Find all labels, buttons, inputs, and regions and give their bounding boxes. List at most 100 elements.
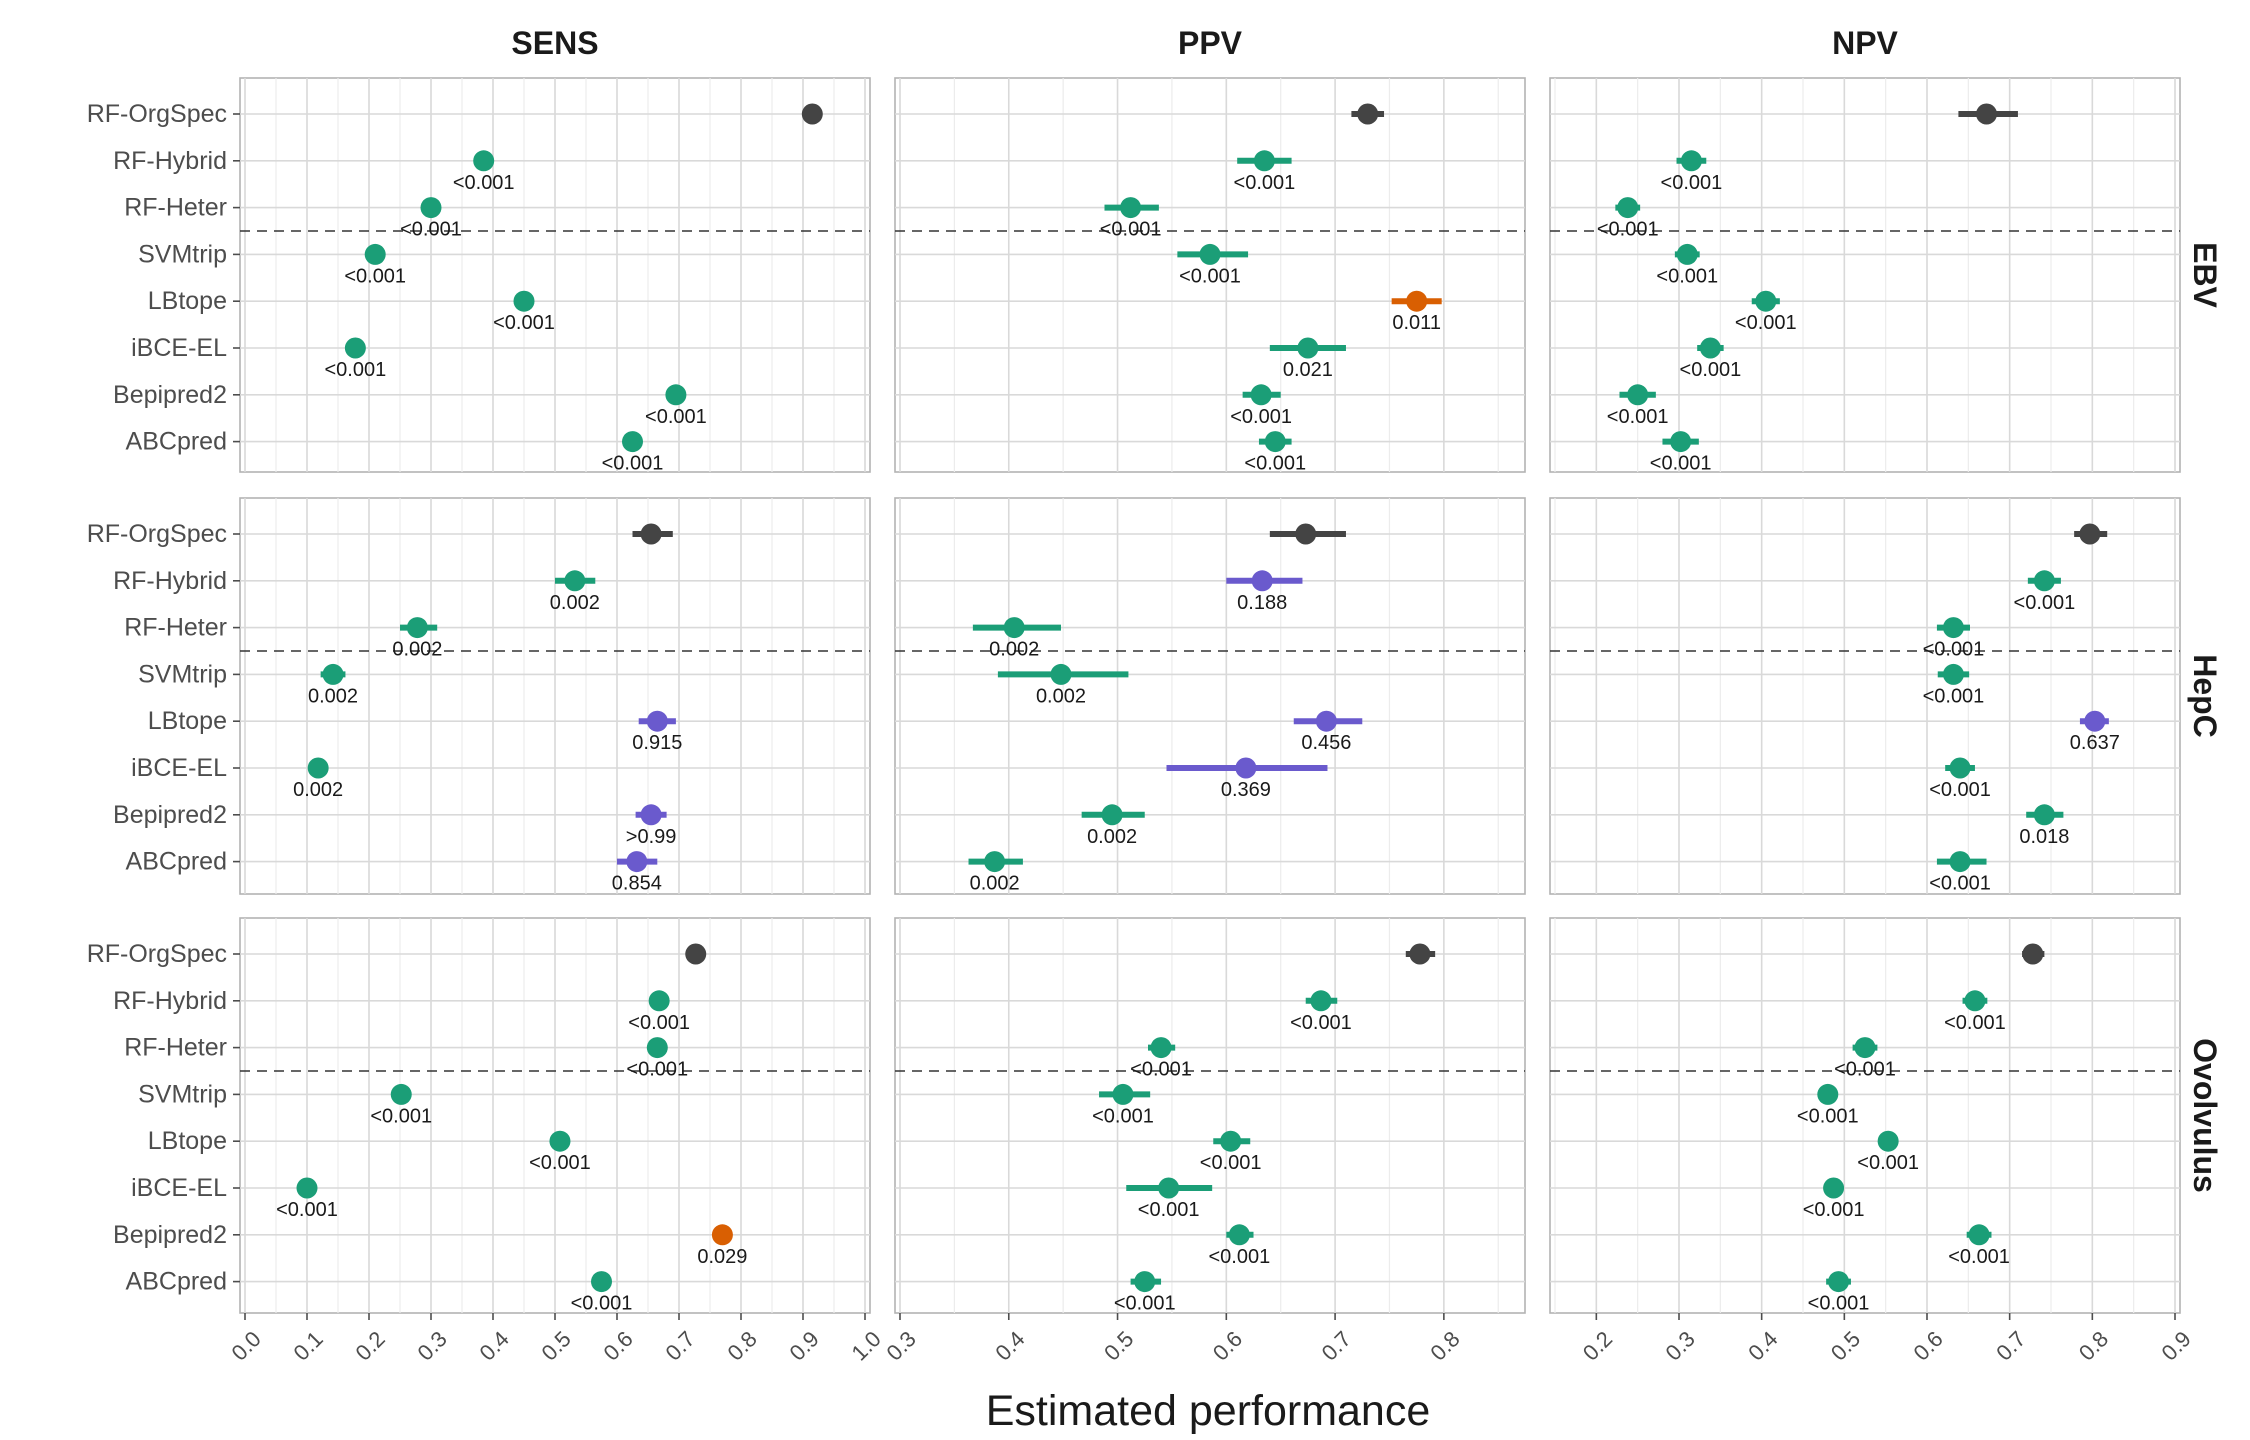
panel-hepc-npv-frame xyxy=(1549,497,2181,895)
panel-ovolvulus-npv-pvalue-bepipred2: <0.001 xyxy=(1948,1246,2010,1268)
panel-ovolvulus-npv-pvalue-abcpred: <0.001 xyxy=(1808,1293,1870,1315)
x-tick-label-sens: 0.7 xyxy=(661,1326,700,1365)
panel-ovolvulus-npv-point-bepipred2 xyxy=(1968,1224,1990,1246)
panel-hepc-ppv-point-svmtrip xyxy=(1050,663,1072,685)
panel-hepc-sens-point-ibce-el xyxy=(307,757,329,779)
x-tick-label-sens: 1.0 xyxy=(847,1326,886,1365)
panel-ebv-npv-point-rf-hybrid xyxy=(1680,150,1702,172)
panel-hepc-npv-pvalue-svmtrip: <0.001 xyxy=(1923,685,1985,707)
panel-ovolvulus-sens-pvalue-abcpred: <0.001 xyxy=(571,1293,633,1315)
panel-hepc-npv-pvalue-ibce-el: <0.001 xyxy=(1929,779,1991,801)
panel-ovolvulus-ppv-point-rf-hybrid xyxy=(1310,990,1332,1012)
x-tick-label-npv: 0.4 xyxy=(1743,1326,1782,1365)
row-strip-hepc: HepC xyxy=(2187,654,2223,738)
panel-hepc-ppv-pvalue-lbtope: 0.456 xyxy=(1301,732,1351,754)
panel-ovolvulus-npv-point-lbtope xyxy=(1877,1130,1899,1152)
panel-ebv-npv-point-bepipred2 xyxy=(1627,384,1649,406)
panel-hepc-ppv-pvalue-rf-hybrid: 0.188 xyxy=(1237,592,1287,614)
panel-ebv-sens-point-abcpred xyxy=(622,431,643,453)
panel-hepc-npv-pvalue-rf-hybrid: <0.001 xyxy=(2014,592,2076,614)
panel-ovolvulus-npv-point-svmtrip xyxy=(1817,1083,1839,1105)
x-tick-label-sens: 0.4 xyxy=(475,1326,514,1365)
panel-hepc-sens-pvalue-svmtrip: 0.002 xyxy=(308,685,358,707)
panel-ovolvulus-sens-point-lbtope xyxy=(549,1130,571,1152)
panel-hepc-sens-point-bepipred2 xyxy=(640,804,662,826)
panel-hepc-ppv-frame xyxy=(894,497,1526,895)
panel-hepc-npv-point-abcpred xyxy=(1949,851,1971,873)
panel-ebv-sens-pvalue-rf-hybrid: <0.001 xyxy=(453,172,515,194)
panel-hepc-sens-point-lbtope xyxy=(646,710,668,732)
row-strip-ebv: EBV xyxy=(2187,242,2223,308)
panel-ebv-ppv-point-rf-heter xyxy=(1120,197,1142,219)
panel-ebv-sens-pvalue-ibce-el: <0.001 xyxy=(324,359,386,381)
panel-ovolvulus-ppv-frame xyxy=(894,917,1526,1314)
panel-ebv-npv-point-svmtrip xyxy=(1676,243,1698,265)
y-label-bepipred2: Bepipred2 xyxy=(113,1221,227,1249)
panel-ovolvulus-npv-point-ibce-el xyxy=(1823,1177,1845,1199)
x-tick-label-sens: 0.6 xyxy=(599,1326,638,1365)
panel-hepc-ppv-point-lbtope xyxy=(1315,710,1337,732)
panel-ovolvulus-ppv-pvalue-rf-hybrid: <0.001 xyxy=(1290,1012,1352,1034)
x-tick-label-npv: 0.3 xyxy=(1661,1326,1700,1365)
panel-ebv-ppv-point-rf-hybrid xyxy=(1253,150,1275,172)
panel-ovolvulus-ppv-point-rf-orgspec xyxy=(1409,943,1431,965)
panel-hepc-npv-pvalue-lbtope: 0.637 xyxy=(2070,732,2120,754)
x-tick-label-npv: 0.5 xyxy=(1826,1326,1865,1365)
x-tick-label-npv: 0.7 xyxy=(1991,1326,2030,1365)
panel-ebv-npv-point-rf-orgspec xyxy=(1976,103,1998,125)
panel-ovolvulus-sens-pvalue-rf-heter: <0.001 xyxy=(626,1059,688,1081)
panel-ovolvulus-ppv-pvalue-lbtope: <0.001 xyxy=(1200,1152,1262,1174)
x-tick-label-ppv: 0.3 xyxy=(882,1326,921,1365)
x-tick-label-sens: 0.5 xyxy=(537,1326,576,1365)
y-label-rf-orgspec: RF-OrgSpec xyxy=(87,940,227,968)
y-label-ibce-el: iBCE-EL xyxy=(131,754,227,782)
panel-ebv-ppv-pvalue-abcpred: <0.001 xyxy=(1244,453,1306,475)
panel-ovolvulus-ppv-point-abcpred xyxy=(1134,1271,1156,1293)
panel-ebv-ppv-pvalue-rf-hybrid: <0.001 xyxy=(1234,172,1296,194)
panel-hepc-sens-point-rf-orgspec xyxy=(640,523,662,545)
panel-ovolvulus-sens-point-abcpred xyxy=(591,1271,612,1293)
y-label-svmtrip: SVMtrip xyxy=(138,1080,227,1108)
y-label-abcpred: ABCpred xyxy=(126,428,227,456)
panel-ovolvulus-ppv-pvalue-rf-heter: <0.001 xyxy=(1130,1059,1192,1081)
panel-ovolvulus-npv-pvalue-svmtrip: <0.001 xyxy=(1797,1105,1859,1127)
panel-ebv-sens-point-rf-hybrid xyxy=(473,150,495,172)
y-label-rf-hybrid: RF-Hybrid xyxy=(113,147,227,175)
y-label-rf-heter: RF-Heter xyxy=(124,614,227,642)
panel-ovolvulus-ppv-pvalue-svmtrip: <0.001 xyxy=(1092,1105,1154,1127)
panel-hepc-npv-pvalue-bepipred2: 0.018 xyxy=(2019,826,2069,848)
panel-ebv-ppv-pvalue-bepipred2: <0.001 xyxy=(1230,406,1292,428)
panel-ovolvulus-sens-point-rf-orgspec xyxy=(685,943,707,965)
x-tick-label-ppv: 0.6 xyxy=(1208,1326,1247,1365)
panel-hepc-sens-pvalue-lbtope: 0.915 xyxy=(632,732,682,754)
y-label-svmtrip: SVMtrip xyxy=(138,240,227,268)
panel-hepc-ppv-pvalue-abcpred: 0.002 xyxy=(970,873,1020,895)
panel-ebv-ppv-point-svmtrip xyxy=(1199,243,1221,265)
panel-hepc-ppv-point-abcpred xyxy=(984,851,1006,873)
y-label-rf-orgspec: RF-OrgSpec xyxy=(87,100,227,128)
panel-ebv-npv-point-lbtope xyxy=(1755,290,1777,312)
panel-ebv-npv-pvalue-svmtrip: <0.001 xyxy=(1656,265,1718,287)
panel-ovolvulus-ppv-pvalue-bepipred2: <0.001 xyxy=(1209,1246,1271,1268)
x-tick-label-npv: 0.2 xyxy=(1578,1326,1617,1365)
panel-ebv-npv-pvalue-ibce-el: <0.001 xyxy=(1680,359,1742,381)
y-label-lbtope: LBtope xyxy=(148,1127,227,1155)
panel-ovolvulus-ppv-point-ibce-el xyxy=(1158,1177,1180,1199)
column-strip-npv: NPV xyxy=(1832,25,1898,61)
y-label-rf-hybrid: RF-Hybrid xyxy=(113,987,227,1015)
panel-ovolvulus-sens-point-ibce-el xyxy=(296,1177,318,1199)
panel-hepc-sens-pvalue-ibce-el: 0.002 xyxy=(293,779,343,801)
panel-hepc-sens-point-svmtrip xyxy=(322,663,344,685)
panel-hepc-npv-point-rf-orgspec xyxy=(2079,523,2101,545)
panel-hepc-npv-point-rf-hybrid xyxy=(2033,570,2055,592)
panel-ebv-ppv-point-abcpred xyxy=(1264,431,1286,453)
y-label-rf-heter: RF-Heter xyxy=(124,194,227,222)
panel-ebv-ppv-pvalue-rf-heter: <0.001 xyxy=(1100,219,1162,241)
panel-hepc-sens-pvalue-rf-heter: 0.002 xyxy=(392,639,442,661)
panel-ebv-npv-point-abcpred xyxy=(1670,431,1692,453)
y-label-svmtrip: SVMtrip xyxy=(138,660,227,688)
y-label-bepipred2: Bepipred2 xyxy=(113,801,227,829)
panel-hepc-npv-point-ibce-el xyxy=(1949,757,1971,779)
panel-ebv-sens-pvalue-abcpred: <0.001 xyxy=(602,453,664,475)
